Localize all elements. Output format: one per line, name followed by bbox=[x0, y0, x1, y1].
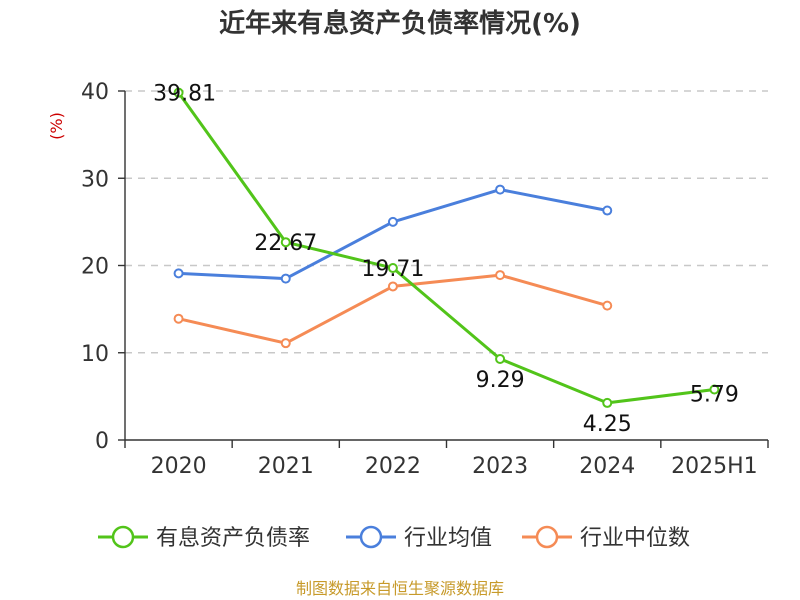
y-tick-label: 30 bbox=[81, 167, 109, 192]
data-point bbox=[387, 216, 398, 227]
legend-label: 行业中位数 bbox=[580, 526, 690, 551]
x-tick-label: 2020 bbox=[151, 454, 207, 479]
data-label: 19.71 bbox=[361, 257, 424, 282]
data-point bbox=[280, 338, 291, 349]
legend-marker bbox=[111, 525, 135, 549]
x-tick-label: 2022 bbox=[365, 454, 421, 479]
legend[interactable]: 有息资产负债率 行业均值 行业中位数 bbox=[98, 525, 690, 551]
data-point bbox=[495, 353, 506, 364]
series-line bbox=[177, 91, 715, 405]
data-label: 39.81 bbox=[153, 82, 216, 107]
data-point bbox=[387, 263, 398, 274]
y-tick-label: 40 bbox=[81, 80, 109, 105]
y-tick-label: 20 bbox=[81, 255, 109, 280]
data-point bbox=[173, 268, 184, 279]
data-label: 4.25 bbox=[583, 412, 632, 437]
data-label: 22.67 bbox=[254, 231, 317, 256]
chart-title: 近年来有息资产负债率情况(%) bbox=[219, 8, 581, 39]
y-tick-label: 0 bbox=[95, 429, 109, 454]
legend-marker bbox=[359, 525, 383, 549]
x-tick-label: 2024 bbox=[579, 454, 635, 479]
x-tick-label: 2023 bbox=[472, 454, 528, 479]
data-label: 5.79 bbox=[690, 382, 739, 407]
axes: 0 10 20 30 40 2020 2021 2022 2023 2024 2025H1 bbox=[81, 80, 769, 479]
data-point bbox=[602, 397, 613, 408]
grid bbox=[125, 90, 768, 354]
series-lines bbox=[173, 87, 720, 408]
data-point bbox=[495, 184, 506, 195]
source-note: 制图数据来自恒生聚源数据库 bbox=[296, 579, 504, 598]
x-tick-label: 2021 bbox=[258, 454, 314, 479]
data-labels: 39.81 22.67 19.71 9.29 4.25 5.79 bbox=[153, 82, 739, 437]
data-point bbox=[173, 313, 184, 324]
legend-marker bbox=[535, 525, 559, 549]
data-point bbox=[709, 384, 720, 395]
data-point bbox=[602, 300, 613, 311]
data-point bbox=[387, 281, 398, 292]
x-tick-label: 2025H1 bbox=[671, 454, 758, 479]
legend-label: 行业均值 bbox=[404, 526, 492, 551]
data-label: 9.29 bbox=[476, 368, 525, 393]
data-point bbox=[280, 237, 291, 248]
y-axis-unit: (%) bbox=[47, 112, 66, 140]
data-point bbox=[280, 273, 291, 284]
y-tick-label: 10 bbox=[81, 342, 109, 367]
data-point bbox=[495, 270, 506, 281]
legend-label: 有息资产负债率 bbox=[156, 526, 310, 551]
data-point bbox=[173, 87, 184, 98]
data-point bbox=[602, 205, 613, 216]
